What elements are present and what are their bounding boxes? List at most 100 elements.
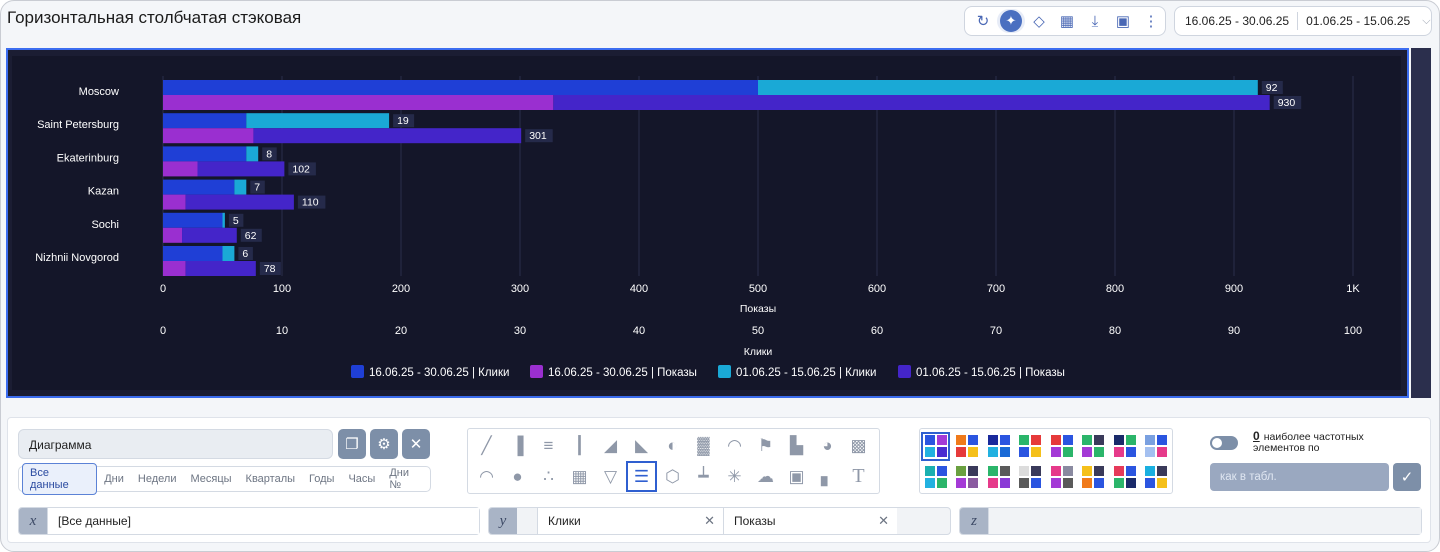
scatter-chart-icon[interactable]: ∴	[543, 466, 554, 486]
table-chart-icon[interactable]: ▦	[571, 466, 588, 486]
period-months[interactable]: Месяцы	[190, 473, 232, 485]
color-palette-option[interactable]	[1142, 463, 1171, 492]
palette-color-swatch	[936, 478, 947, 488]
palette-color-swatch	[1031, 478, 1042, 488]
donut-chart-icon[interactable]: ◐	[667, 435, 678, 455]
palette-color-swatch	[1125, 478, 1136, 488]
stacked-column-icon[interactable]: ┃	[574, 435, 585, 455]
data-label-bg	[262, 147, 277, 161]
bar-shows-current	[163, 95, 554, 110]
period-hours[interactable]: Часы	[348, 473, 376, 485]
gauge-chart-icon[interactable]: ◠	[727, 435, 742, 455]
data-label-bg	[240, 228, 262, 242]
top-n-toggle[interactable]	[1210, 436, 1238, 450]
palette-color-swatch	[987, 478, 998, 488]
color-palette-option[interactable]	[921, 463, 950, 492]
chart-axes-icon[interactable]: ✦	[997, 9, 1025, 33]
legend-swatch	[530, 365, 543, 378]
column-chart-icon[interactable]: ▐	[511, 435, 524, 455]
pin-icon[interactable]: ◇	[1033, 13, 1045, 30]
confirm-check-icon[interactable]: ✓	[1393, 463, 1421, 491]
gantt-chart-icon[interactable]: ┷	[698, 466, 709, 486]
color-palette-option[interactable]	[984, 432, 1013, 461]
histogram-icon[interactable]: ▙	[789, 435, 804, 455]
download-icon[interactable]: ⤓	[1091, 12, 1099, 30]
period-all[interactable]: Все данные	[22, 463, 98, 495]
legend-swatch	[898, 365, 911, 378]
period-days[interactable]: Дни	[104, 473, 124, 485]
bubble-chart-icon[interactable]: ●	[512, 466, 523, 486]
x-axis-field[interactable]: [Все данные]	[47, 508, 479, 534]
chart-scroll-strip[interactable]	[1411, 48, 1431, 398]
axis-title-clicks: Клики	[744, 346, 773, 358]
bar-shows-current	[163, 128, 254, 144]
x-tick-shows: 100	[273, 283, 291, 295]
color-palette-option[interactable]	[1016, 432, 1045, 461]
top-n-count[interactable]: 0	[1253, 429, 1260, 443]
bar-clicks-current	[163, 246, 223, 261]
period-years[interactable]: Годы	[309, 473, 335, 485]
period-day-number[interactable]: Дни №	[389, 467, 409, 491]
color-palette-option[interactable]	[1079, 463, 1108, 492]
color-palette-option[interactable]	[1047, 463, 1076, 492]
chart-name-field[interactable]: Диаграмма	[18, 429, 333, 459]
dashboard-grid-icon[interactable]: ▣	[788, 466, 805, 486]
palette-color-swatch	[924, 478, 935, 488]
sort-by-field[interactable]: как в табл.	[1210, 463, 1389, 491]
arc-chart-icon[interactable]: ◠	[479, 466, 494, 486]
combo-chart-icon[interactable]: ▖	[820, 466, 835, 486]
settings-icon[interactable]: ⚙	[370, 429, 398, 459]
period-selector: Все данные Дни Недели Месяцы Кварталы Го…	[18, 463, 431, 495]
bar-chart-icon[interactable]: ≡	[543, 435, 554, 455]
grouped-column-icon[interactable]: ▓	[697, 435, 710, 455]
stacked-bar-icon[interactable]: ☰	[626, 461, 657, 492]
period-quarters[interactable]: Кварталы	[245, 473, 296, 485]
flag-chart-icon[interactable]: ⚑	[757, 435, 774, 455]
date-range-selector[interactable]: 16.06.25 - 30.06.25 01.06.25 - 15.06.25 …	[1174, 6, 1432, 36]
period-weeks[interactable]: Недели	[137, 473, 177, 485]
refresh-icon[interactable]: ↻	[976, 13, 990, 30]
palette-color-swatch	[987, 466, 998, 476]
color-palette-option[interactable]	[1142, 432, 1171, 461]
remove-clicks-icon[interactable]: ✕	[704, 513, 715, 528]
data-label-shows: 102	[292, 163, 310, 175]
color-palette-option[interactable]	[1110, 463, 1139, 492]
color-palette-option[interactable]	[953, 463, 982, 492]
data-label-bg	[1273, 96, 1302, 109]
radar-chart-icon[interactable]: ⬡	[665, 466, 680, 486]
line-chart-icon[interactable]: ╱	[481, 435, 492, 455]
color-palette-option[interactable]	[1110, 432, 1139, 461]
palette-color-swatch	[1157, 447, 1168, 457]
color-palette-option[interactable]	[1016, 463, 1045, 492]
z-axis-field[interactable]	[988, 508, 1421, 534]
add-widget-icon[interactable]: ▦	[1059, 13, 1075, 30]
network-chart-icon[interactable]: ✳	[727, 466, 742, 486]
palette-color-swatch	[1031, 435, 1042, 445]
area-chart-icon[interactable]: ◢	[603, 435, 618, 455]
data-label-clicks: 7	[254, 182, 260, 194]
y-field-impressions[interactable]: Показы ✕	[723, 508, 897, 534]
more-icon[interactable]: ⋮	[1143, 13, 1159, 30]
bar-shows-previous	[185, 261, 256, 276]
remove-impressions-icon[interactable]: ✕	[878, 513, 889, 528]
chart-container[interactable]: Moscow 92 930 Saint Petersburg 19 301 Ekaterin…	[6, 48, 1409, 398]
pie-chart-icon[interactable]: ◕	[822, 435, 833, 455]
color-palette-option[interactable]	[1079, 432, 1108, 461]
word-cloud-icon[interactable]: ☁	[757, 466, 774, 486]
color-palette-option[interactable]	[921, 431, 951, 461]
category-label: Sochi	[91, 219, 119, 231]
close-icon[interactable]: ✕	[402, 429, 430, 459]
palette-color-swatch	[999, 478, 1010, 488]
color-palette-option[interactable]	[1047, 432, 1076, 461]
palette-color-swatch	[1019, 478, 1030, 488]
save-icon[interactable]: ▣	[1115, 13, 1131, 30]
stacked-area-icon[interactable]: ◣	[634, 435, 649, 455]
funnel-chart-icon[interactable]: ▽	[603, 466, 618, 486]
y-axis-spacer	[517, 508, 537, 534]
color-palette-option[interactable]	[953, 432, 982, 461]
treemap-icon[interactable]: ▩	[850, 435, 867, 455]
copy-icon[interactable]: ❐	[338, 429, 366, 459]
color-palette-option[interactable]	[984, 463, 1013, 492]
text-widget-icon[interactable]: T	[852, 465, 865, 487]
y-field-clicks[interactable]: Клики ✕	[537, 508, 723, 534]
